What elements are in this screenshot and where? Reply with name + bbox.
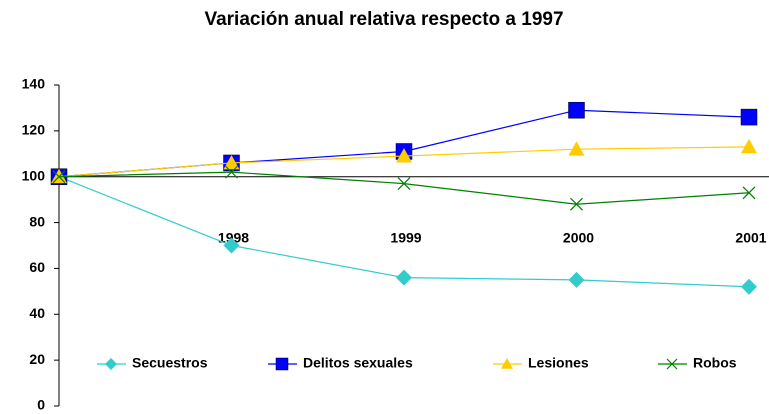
x-tick-label: 1999 (390, 229, 421, 245)
marker (396, 148, 412, 163)
legend-marker (666, 358, 678, 370)
marker (223, 154, 240, 170)
legend-label: Robos (693, 355, 737, 371)
y-tick-label: 140 (22, 76, 46, 92)
y-tick-label: 60 (29, 259, 45, 275)
y-tick-label: 0 (37, 397, 45, 413)
y-tick-label: 80 (29, 213, 45, 229)
marker (52, 170, 66, 184)
legend-marker (501, 358, 513, 369)
marker (570, 197, 583, 211)
y-tick-label: 40 (29, 305, 45, 321)
marker (568, 141, 585, 156)
marker (741, 278, 757, 295)
marker (225, 165, 238, 179)
y-tick-label: 100 (22, 167, 46, 183)
chart-title: Variación anual relativa respecto a 1997 (204, 9, 563, 30)
x-tick-label: 2000 (563, 229, 594, 245)
marker (742, 186, 756, 200)
marker (740, 108, 758, 126)
marker (568, 101, 585, 119)
x-tick-label: 1998 (218, 229, 249, 245)
legend-label: Delitos sexuales (303, 355, 413, 371)
marker (223, 237, 240, 254)
marker (397, 177, 411, 191)
legend-marker (275, 357, 289, 371)
marker (396, 269, 412, 286)
y-tick-label: 20 (29, 351, 45, 367)
legend-label: Lesiones (528, 355, 589, 371)
marker (741, 138, 757, 154)
marker (568, 271, 585, 288)
legend-label: Secuestros (132, 355, 208, 371)
legend-marker (105, 358, 117, 370)
y-tick-label: 120 (22, 122, 46, 138)
x-tick-label: 2001 (735, 229, 766, 245)
